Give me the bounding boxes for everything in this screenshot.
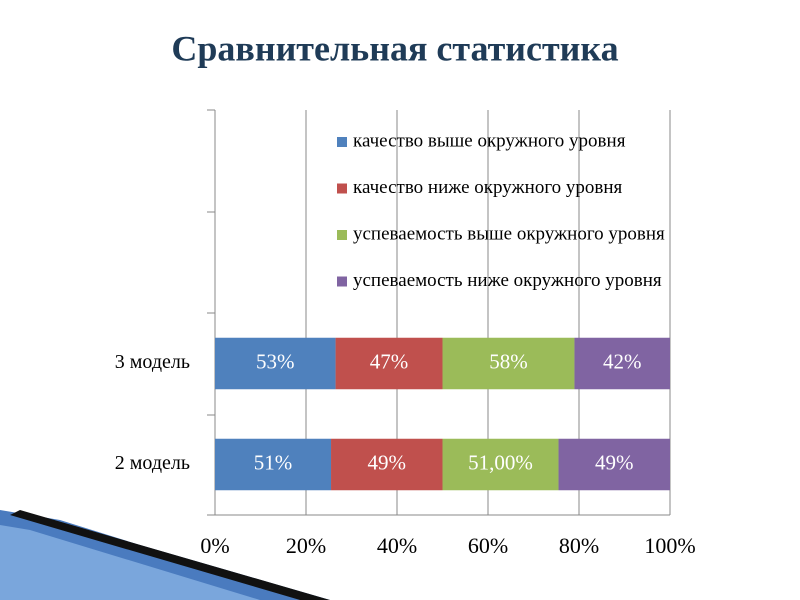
x-tick-label: 0% <box>200 533 229 558</box>
y-tick-label: 2 модель <box>115 452 190 474</box>
bar-segment <box>335 337 443 390</box>
bar-segment <box>442 337 575 390</box>
legend-label: успеваемость ниже окружного уровня <box>353 270 662 291</box>
legend-label: качество выше окружного уровня <box>353 130 626 151</box>
data-label: 49% <box>595 450 634 474</box>
decoration <box>0 525 260 600</box>
legend-swatch <box>337 137 347 147</box>
data-label: 51% <box>254 450 293 474</box>
y-tick-label: 3 модель <box>115 351 190 373</box>
data-label: 47% <box>370 349 409 373</box>
x-tick-label: 20% <box>286 533 326 558</box>
legend-swatch <box>337 183 347 194</box>
bar-segment <box>558 438 670 491</box>
x-tick-label: 100% <box>644 533 695 558</box>
x-tick-label: 80% <box>559 533 599 558</box>
x-tick-label: 60% <box>468 533 508 558</box>
bar-segment <box>215 438 332 491</box>
bar-segment <box>215 337 336 390</box>
decoration <box>10 510 330 600</box>
data-label: 53% <box>256 349 295 373</box>
data-label: 51,00% <box>468 450 533 474</box>
legend-swatch <box>337 230 347 240</box>
data-label: 42% <box>603 349 642 373</box>
legend-label: успеваемость выше окружного уровня <box>353 223 665 244</box>
bar-segment <box>442 438 559 491</box>
x-tick-label: 40% <box>377 533 417 558</box>
bar-segment <box>574 337 670 390</box>
legend-swatch <box>337 276 347 287</box>
legend-label: качество ниже окружного уровня <box>353 177 623 198</box>
chart-title: Сравнительная статистика <box>171 28 618 68</box>
data-label: 49% <box>368 450 407 474</box>
bar-segment <box>331 438 443 491</box>
data-label: 58% <box>489 349 528 373</box>
